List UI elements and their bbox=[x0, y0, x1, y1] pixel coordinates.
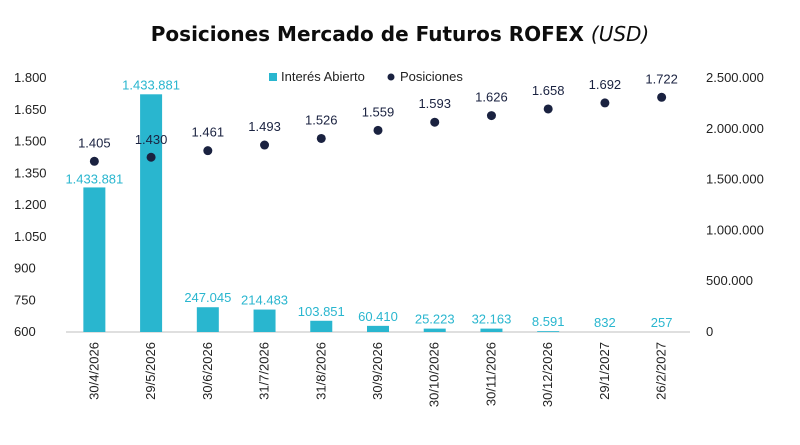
x-tick-label: 30/9/2026 bbox=[370, 342, 385, 400]
y-left-tick-label: 1.500 bbox=[14, 134, 47, 149]
y-right-tick-label: 1.000.000 bbox=[706, 222, 764, 237]
point-posiciones bbox=[430, 117, 440, 127]
point-value-label: 1.692 bbox=[589, 77, 622, 92]
x-tick-label: 26/2/2027 bbox=[654, 342, 669, 400]
bar-interes-abierto bbox=[196, 307, 219, 332]
bar-value-label: 1.433.881 bbox=[122, 77, 180, 92]
y-left-tick-label: 1.200 bbox=[14, 197, 47, 212]
chart-title-unit: (USD) bbox=[590, 22, 650, 46]
y-right-tick-label: 0 bbox=[706, 324, 713, 339]
bar-interes-abierto bbox=[423, 328, 446, 332]
point-posiciones bbox=[316, 133, 326, 143]
y-left-tick-label: 1.050 bbox=[14, 229, 47, 244]
x-tick-label: 30/4/2026 bbox=[86, 342, 101, 400]
legend-label-interes-abierto: Interés Abierto bbox=[281, 69, 365, 84]
chart-title: Posiciones Mercado de Futuros ROFEX (USD… bbox=[0, 22, 800, 46]
bar-interes-abierto bbox=[367, 325, 389, 332]
point-posiciones bbox=[600, 98, 610, 108]
point-value-label: 1.493 bbox=[248, 119, 281, 134]
y-left-tick-label: 1.350 bbox=[14, 165, 47, 180]
point-posiciones bbox=[657, 92, 667, 102]
x-tick-label: 30/12/2026 bbox=[540, 342, 555, 407]
y-left-tick-label: 750 bbox=[14, 292, 36, 307]
point-value-label: 1.559 bbox=[362, 104, 395, 119]
point-posiciones bbox=[260, 140, 270, 150]
x-tick-label: 31/8/2026 bbox=[313, 342, 328, 400]
bar-value-label: 60.410 bbox=[358, 309, 398, 324]
point-value-label: 1.626 bbox=[475, 90, 508, 105]
bar-value-label: 1.433.881 bbox=[65, 171, 123, 186]
legend-label-posiciones: Posiciones bbox=[400, 69, 463, 84]
point-value-label: 1.722 bbox=[645, 71, 678, 86]
y-left-tick-label: 600 bbox=[14, 324, 36, 339]
point-posiciones bbox=[373, 125, 383, 135]
y-right-tick-label: 2.500.000 bbox=[706, 70, 764, 85]
y-left-tick-label: 900 bbox=[14, 261, 36, 276]
point-value-label: 1.658 bbox=[532, 83, 565, 98]
bar-value-label: 832 bbox=[594, 315, 616, 330]
y-right-tick-label: 1.500.000 bbox=[706, 172, 764, 187]
x-tick-label: 29/1/2027 bbox=[597, 342, 612, 400]
point-value-label: 1.593 bbox=[418, 96, 451, 111]
point-posiciones bbox=[203, 146, 213, 156]
y-right-tick-label: 2.000.000 bbox=[706, 121, 764, 136]
bar-value-label: 25.223 bbox=[415, 312, 455, 327]
x-tick-label: 31/7/2026 bbox=[257, 342, 272, 400]
y-left-tick-label: 1.650 bbox=[14, 102, 47, 117]
x-tick-label: 30/11/2026 bbox=[483, 342, 498, 406]
point-value-label: 1.461 bbox=[192, 125, 225, 140]
chart-title-text: Posiciones Mercado de Futuros ROFEX bbox=[150, 22, 584, 46]
legend-swatch-interes-abierto bbox=[269, 73, 277, 81]
bar-value-label: 247.045 bbox=[184, 290, 231, 305]
point-value-label: 1.526 bbox=[305, 112, 338, 127]
x-tick-label: 29/5/2026 bbox=[143, 342, 158, 400]
bar-interes-abierto bbox=[310, 320, 333, 332]
point-value-label: 1.430 bbox=[135, 132, 168, 147]
y-left-tick-label: 1.800 bbox=[14, 70, 47, 85]
bar-value-label: 103.851 bbox=[298, 304, 345, 319]
bar-interes-abierto bbox=[83, 187, 106, 332]
point-posiciones bbox=[89, 156, 99, 166]
bar-interes-abierto bbox=[140, 94, 163, 332]
bar-interes-abierto bbox=[537, 331, 560, 332]
point-value-label: 1.405 bbox=[78, 135, 111, 150]
bar-value-label: 214.483 bbox=[241, 293, 288, 308]
y-right-tick-label: 500.000 bbox=[706, 273, 753, 288]
legend-swatch-posiciones bbox=[387, 73, 395, 81]
bar-interes-abierto bbox=[253, 309, 276, 332]
bar-value-label: 8.591 bbox=[532, 314, 565, 329]
point-posiciones bbox=[543, 104, 553, 114]
x-tick-label: 30/10/2026 bbox=[427, 342, 442, 407]
bar-interes-abierto bbox=[480, 328, 503, 332]
bar-value-label: 32.163 bbox=[472, 312, 512, 327]
point-posiciones bbox=[486, 111, 496, 121]
point-posiciones bbox=[146, 152, 156, 162]
bar-value-label: 257 bbox=[651, 315, 673, 330]
x-tick-label: 30/6/2026 bbox=[200, 342, 215, 400]
